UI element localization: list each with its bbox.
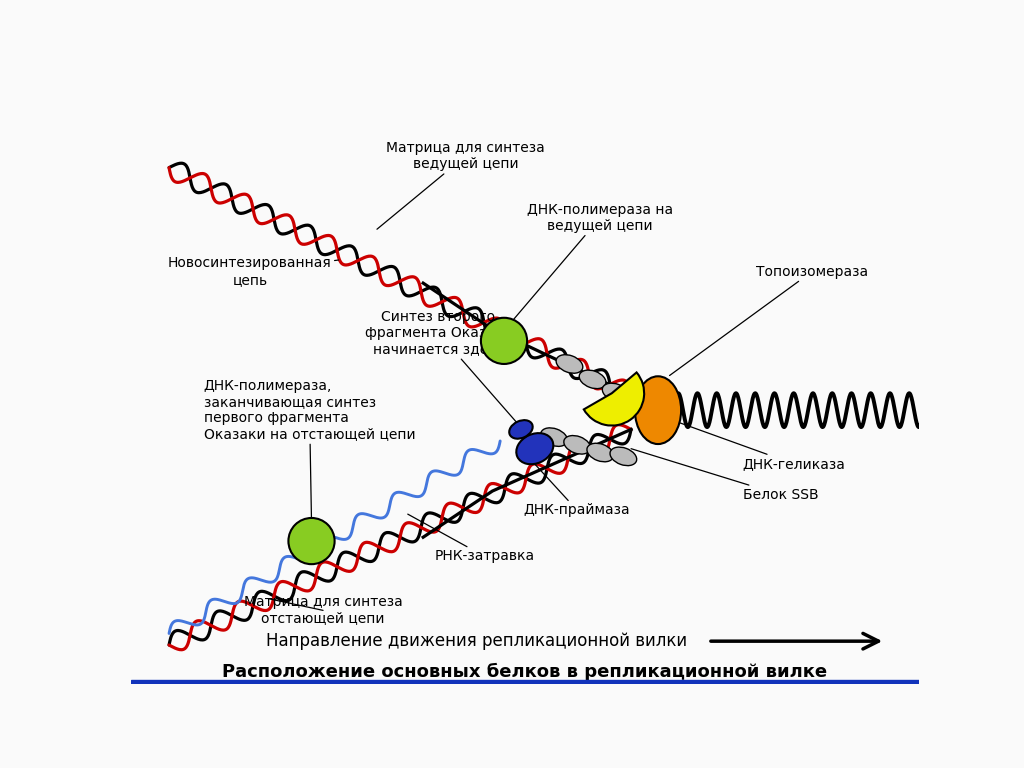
Circle shape — [481, 318, 527, 364]
Ellipse shape — [509, 420, 532, 439]
Ellipse shape — [610, 447, 637, 465]
Bar — [131, 680, 920, 684]
Text: РНК-затравка: РНК-затравка — [408, 514, 535, 564]
Text: ДНК-полимераза,
заканчивающая синтез
первого фрагмента
Оказаки на отстающей цепи: ДНК-полимераза, заканчивающая синтез пер… — [204, 379, 416, 521]
Text: Матрица для синтеза
отстающей цепи: Матрица для синтеза отстающей цепи — [244, 595, 402, 625]
Ellipse shape — [541, 428, 567, 446]
Text: Белок SSB: Белок SSB — [631, 449, 818, 502]
Ellipse shape — [602, 383, 629, 402]
Ellipse shape — [556, 355, 583, 373]
Text: Топоизомераза: Топоизомераза — [670, 264, 868, 376]
Circle shape — [289, 518, 335, 564]
Ellipse shape — [626, 391, 652, 409]
Text: ДНК-полимераза на
ведущей цепи: ДНК-полимераза на ведущей цепи — [512, 203, 674, 322]
Text: Синтез второго
фрагмента Оказаки
начинается здесь: Синтез второго фрагмента Оказаки начинае… — [365, 310, 519, 425]
Ellipse shape — [580, 370, 606, 389]
Ellipse shape — [587, 443, 613, 462]
Text: ДНК-праймаза: ДНК-праймаза — [524, 464, 631, 518]
Text: Направление движения репликационной вилки: Направление движения репликационной вилк… — [266, 632, 688, 650]
Ellipse shape — [635, 376, 681, 444]
Text: Расположение основных белков в репликационной вилке: Расположение основных белков в репликаци… — [222, 663, 827, 681]
Ellipse shape — [516, 433, 553, 464]
Wedge shape — [584, 372, 644, 425]
Ellipse shape — [564, 435, 591, 454]
Text: Новосинтезированная
цепь: Новосинтезированная цепь — [168, 257, 339, 286]
Text: ДНК-геликаза: ДНК-геликаза — [624, 402, 846, 471]
Text: Матрица для синтеза
ведущей цепи: Матрица для синтеза ведущей цепи — [377, 141, 545, 229]
